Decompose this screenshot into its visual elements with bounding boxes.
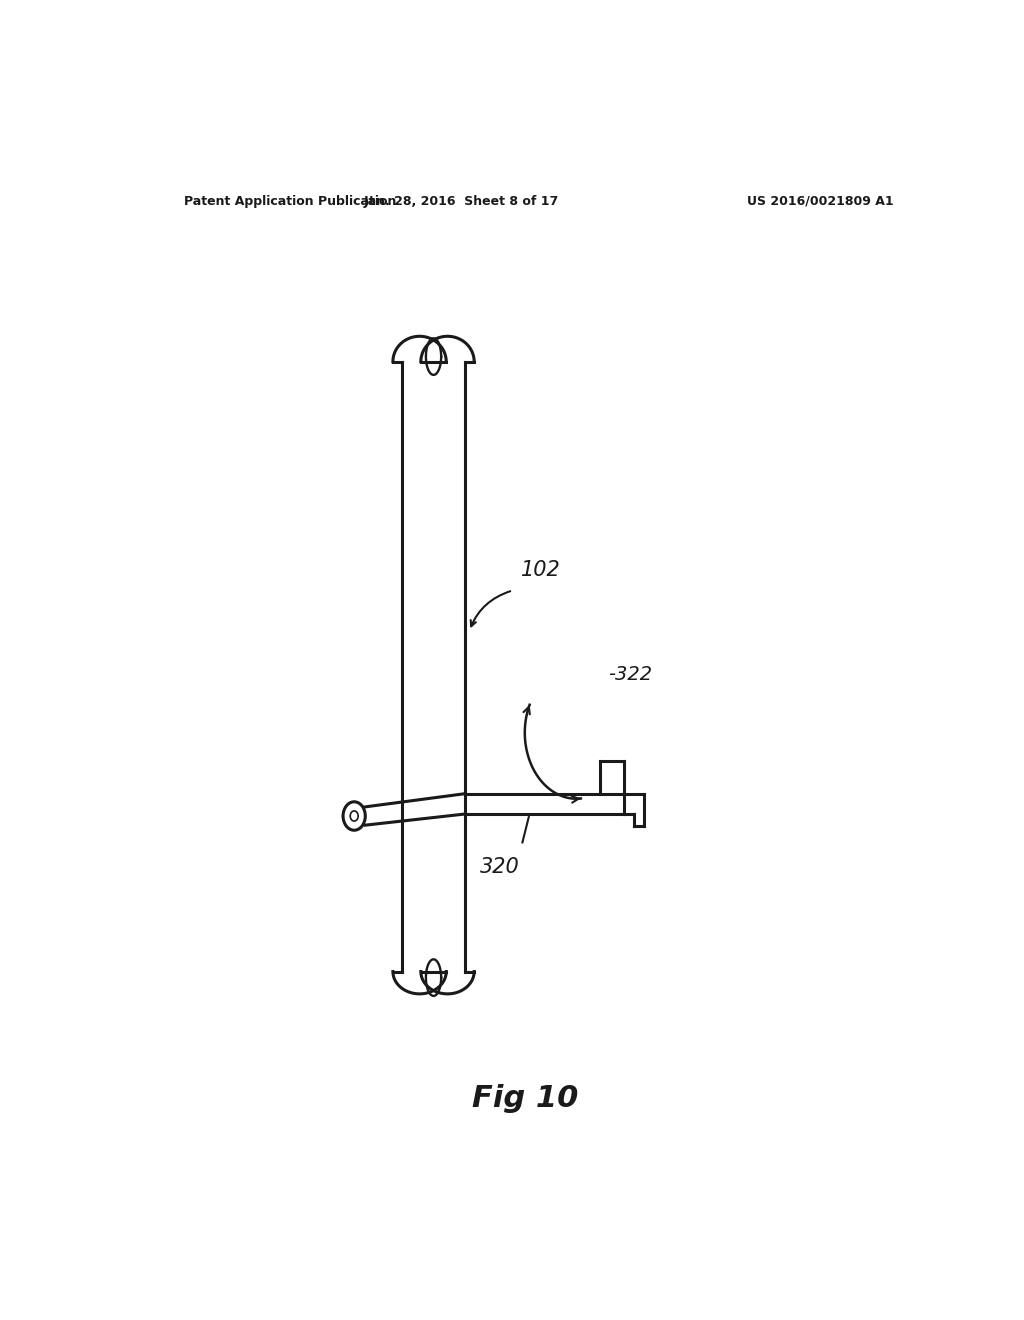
Circle shape <box>343 801 366 830</box>
Text: Jan. 28, 2016  Sheet 8 of 17: Jan. 28, 2016 Sheet 8 of 17 <box>364 194 559 207</box>
Text: Fig 10: Fig 10 <box>472 1084 578 1113</box>
Text: 320: 320 <box>479 857 519 876</box>
Text: Patent Application Publication: Patent Application Publication <box>183 194 396 207</box>
Text: 102: 102 <box>521 560 560 581</box>
Circle shape <box>350 810 358 821</box>
Text: -322: -322 <box>608 665 652 684</box>
Text: US 2016/0021809 A1: US 2016/0021809 A1 <box>748 194 894 207</box>
